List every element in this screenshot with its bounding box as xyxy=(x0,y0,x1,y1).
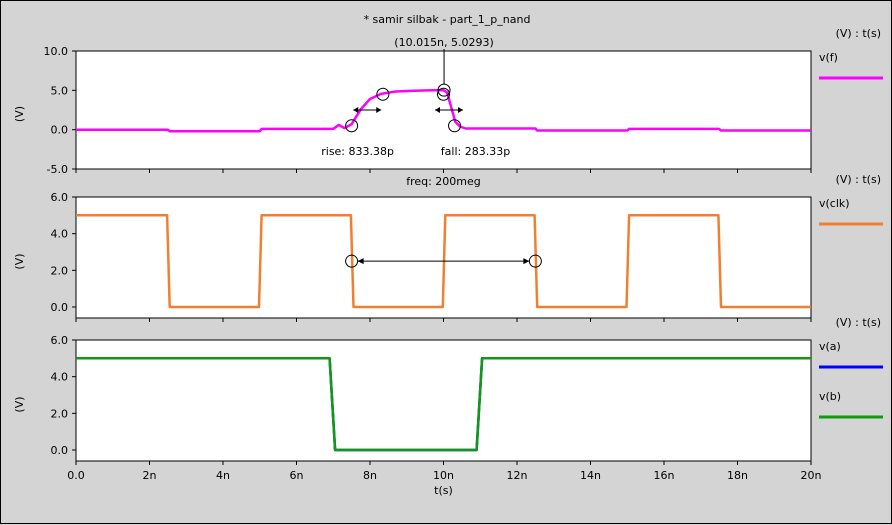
series-line-vb[interactable] xyxy=(76,357,811,452)
y-tick-label: 5.0 xyxy=(51,84,69,97)
arrow-head xyxy=(523,258,530,265)
measure-end-circle[interactable] xyxy=(376,87,390,101)
panel-axis-label: (V) : t(s) xyxy=(836,316,881,329)
arrow-head xyxy=(353,107,359,113)
arrow-head xyxy=(435,107,441,113)
arrow-head xyxy=(357,258,364,265)
y-tick-label: 0.0 xyxy=(51,124,69,137)
arrow-head xyxy=(376,107,382,113)
panel-title: freq: 200meg xyxy=(406,175,481,188)
measure-start-circle[interactable] xyxy=(437,87,450,101)
panel-axis-label: (V) : t(s) xyxy=(836,27,881,40)
series-line-vf[interactable] xyxy=(76,88,811,133)
measure-end-circle[interactable] xyxy=(448,119,462,133)
measure-label: rise: 833.38p xyxy=(321,145,394,158)
y-tick-label: 2.0 xyxy=(51,264,69,277)
x-tick-label: 18n xyxy=(727,469,748,482)
y-tick-label: 4.0 xyxy=(51,228,69,241)
marker-readout: (10.015n, 5.0293) xyxy=(394,36,494,49)
x-tick-label: 10n xyxy=(433,469,454,482)
y-tick-label: 10.0 xyxy=(44,45,69,58)
x-tick-label: 14n xyxy=(580,469,601,482)
x-axis-label: t(s) xyxy=(434,484,453,497)
y-tick-label: 0.0 xyxy=(51,301,69,314)
y-tick-label: -5.0 xyxy=(47,163,68,176)
x-tick-label: 8n xyxy=(363,469,377,482)
y-tick-label: 6.0 xyxy=(51,191,69,204)
window-title: * samir silbak - part_1_p_nand xyxy=(364,13,531,26)
y-tick-label: 2.0 xyxy=(51,407,69,420)
x-tick-label: 12n xyxy=(507,469,528,482)
measure-label: fall: 283.33p xyxy=(441,145,510,158)
y-tick-label: 0.0 xyxy=(51,444,69,457)
panel-axis-label: (V) : t(s) xyxy=(836,173,881,186)
legend-label: v(b) xyxy=(819,390,841,403)
legend-label: v(a) xyxy=(819,340,841,353)
x-tick-label: 16n xyxy=(654,469,675,482)
x-tick-label: 2n xyxy=(143,469,157,482)
x-tick-label: 20n xyxy=(801,469,822,482)
y-axis-label: (V) xyxy=(13,106,26,122)
plot-area xyxy=(75,339,812,462)
marker-circle[interactable] xyxy=(437,83,451,97)
legend-label: v(clk) xyxy=(819,197,850,210)
x-tick-label: 4n xyxy=(216,469,230,482)
y-axis-label: (V) xyxy=(13,253,26,269)
arrow-head xyxy=(458,107,464,113)
y-tick-label: 6.0 xyxy=(51,334,69,347)
legend-label: v(f) xyxy=(819,51,838,64)
x-tick-label: 0.0 xyxy=(67,469,85,482)
measure-start-circle[interactable] xyxy=(345,119,359,133)
x-tick-label: 6n xyxy=(290,469,304,482)
y-axis-label: (V) xyxy=(13,396,26,412)
y-tick-label: 4.0 xyxy=(51,371,69,384)
